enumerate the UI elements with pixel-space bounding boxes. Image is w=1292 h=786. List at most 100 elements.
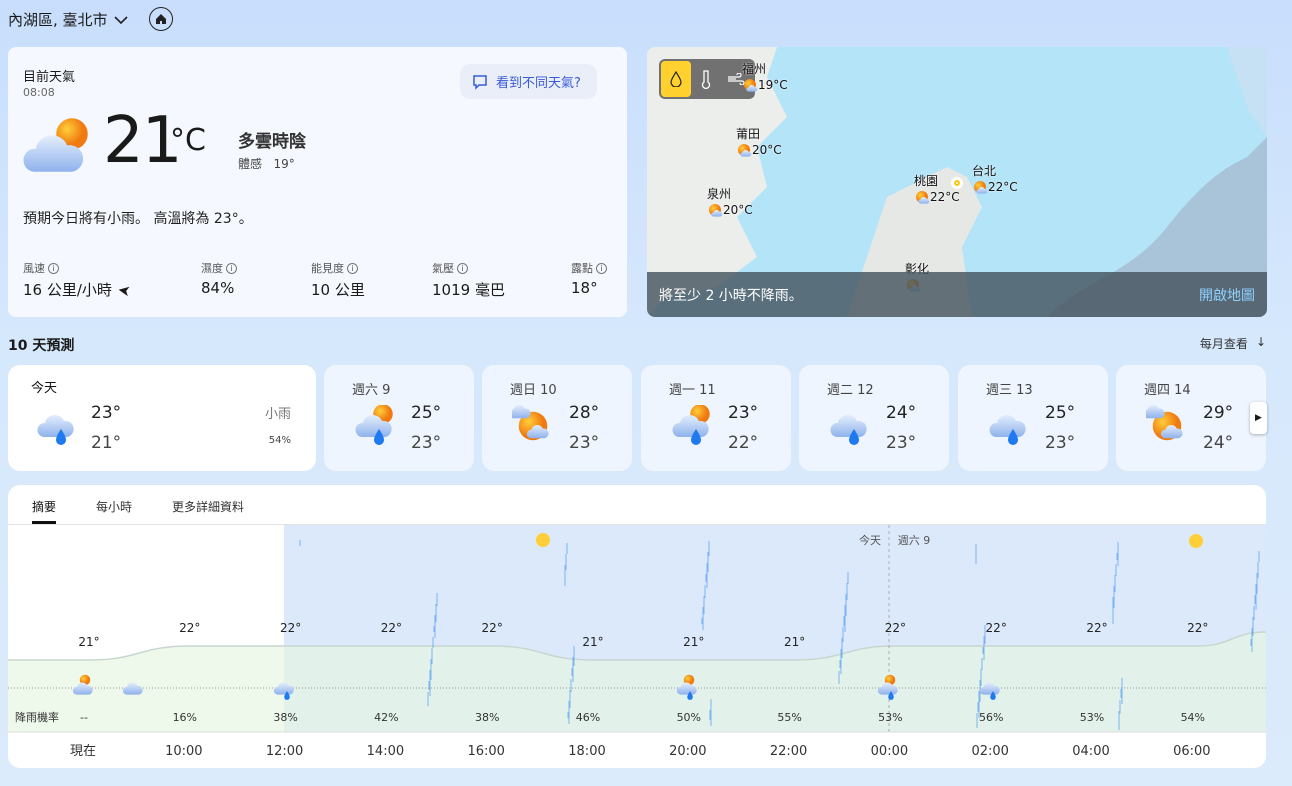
open-map-link[interactable]: 開啟地圖: [1199, 287, 1255, 304]
temp-unit[interactable]: °C: [170, 123, 206, 158]
chevron-right-icon: ▶: [1255, 413, 1262, 423]
detail-2: 能見度 i 10 公里: [311, 260, 365, 300]
precip-value: 38%: [475, 711, 499, 724]
weather-map[interactable]: 福州 19°C 莆田 20°C 泉州 20°C 桃園 22°C 台北 22°C 彰化 將至少 2 小…: [647, 47, 1267, 317]
day-name: 週二 12: [827, 383, 874, 398]
day-low: 24°: [1203, 433, 1234, 453]
detail-0: 風速 i 16 公里/小時 ➤: [23, 260, 132, 301]
detail-label: 濕度: [201, 262, 223, 275]
temperature-label: 22°: [179, 621, 200, 635]
detail-label: 風速: [23, 262, 45, 275]
day-card[interactable]: 週一 11 23° 22°: [641, 365, 791, 471]
day-card[interactable]: 週日 10 28° 23°: [482, 365, 632, 471]
day-precip: 54%: [268, 435, 291, 446]
home-icon: [156, 14, 166, 24]
current-title: 目前天氣: [23, 70, 76, 85]
precip-value: 53%: [1080, 711, 1104, 724]
day-card[interactable]: 週六 9 25° 23°: [324, 365, 474, 471]
precip-value: 50%: [677, 711, 701, 724]
hourly-summary-card: 摘要 每小時 更多詳細資料 今天 週六 9 21° 22° 22° 22° 22° 21° 21…: [8, 485, 1266, 768]
day-low: 23°: [886, 433, 917, 453]
home-button[interactable]: [149, 7, 173, 31]
feels-like-label: 體感: [238, 157, 263, 171]
wind-direction-icon: ➤: [116, 281, 132, 301]
map-city-label[interactable]: 台北 22°C: [972, 162, 1018, 195]
detail-value: 84%: [201, 279, 235, 297]
city-name: 泉州: [707, 187, 732, 201]
temperature-label: 22°: [885, 621, 906, 635]
temperature-layer-button[interactable]: [691, 61, 721, 97]
hourly-chart: 今天 週六 9 21° 22° 22° 22° 22° 21° 21° 21° 22° 22° 22° 2…: [8, 525, 1266, 759]
sun-rain-icon: [672, 405, 710, 445]
scroll-right-button[interactable]: ▶: [1250, 402, 1267, 434]
day-low: 21°: [91, 433, 122, 453]
chevron-down-icon: [113, 15, 128, 24]
precip-value: 16%: [173, 711, 197, 724]
tab-summary[interactable]: 摘要: [32, 500, 57, 514]
day-low: 23°: [411, 433, 442, 453]
time-label: 現在: [70, 744, 96, 759]
time-label: 06:00: [1173, 744, 1210, 759]
detail-value: 16 公里/小時: [23, 281, 112, 299]
city-temp: 22°C: [988, 180, 1018, 194]
day-card[interactable]: 週四 14 29° 24°: [1116, 365, 1266, 471]
location-name: 內湖區, 臺北市: [8, 11, 108, 29]
precip-value: 53%: [878, 711, 902, 724]
city-name: 台北: [972, 164, 997, 178]
precip-value: 56%: [979, 711, 1003, 724]
map-city-label[interactable]: 莆田 20°C: [736, 125, 782, 158]
weather-icon: [709, 204, 723, 217]
day-low: 23°: [1045, 433, 1076, 453]
day-name: 週四 14: [1144, 383, 1191, 398]
day-card[interactable]: 週二 12 24° 23°: [799, 365, 949, 471]
day-name: 週六 9: [352, 383, 391, 398]
temperature-label: 22°: [381, 621, 402, 635]
temperature-area: [8, 632, 1266, 732]
precipitation-layer-button[interactable]: [661, 61, 691, 97]
day-high: 28°: [569, 403, 600, 423]
weather-icon: [916, 191, 930, 204]
feedback-button[interactable]: 看到不同天氣?: [460, 64, 597, 99]
map-layer-toggle: [659, 59, 755, 99]
detail-label: 露點: [571, 262, 593, 275]
wind-layer-button[interactable]: [721, 61, 751, 97]
current-location-marker: [951, 177, 963, 189]
day-name: 週三 13: [986, 383, 1033, 398]
location-selector[interactable]: 內湖區, 臺北市: [8, 9, 128, 30]
daily-summary: 預期今日將有小雨。 高溫將為 23°。: [23, 211, 253, 227]
temperature-label: 22°: [280, 621, 301, 635]
feedback-label: 看到不同天氣?: [496, 76, 581, 91]
map-city-label[interactable]: 福州 19°C: [742, 60, 788, 93]
monthly-view-link[interactable]: 每月查看 ↓: [1200, 335, 1266, 352]
day-high: 24°: [886, 403, 917, 423]
info-icon[interactable]: i: [457, 262, 468, 274]
time-label: 12:00: [266, 744, 303, 759]
day-low: 22°: [728, 433, 759, 453]
info-icon[interactable]: i: [347, 262, 358, 274]
precip-value: 38%: [273, 711, 297, 724]
active-tab-indicator: [32, 521, 56, 524]
precip-value: --: [80, 711, 88, 724]
time-label: 22:00: [770, 744, 807, 759]
day-card[interactable]: 今天 23° 21° 小雨 54%: [8, 365, 316, 471]
temperature-label: 21°: [78, 635, 99, 649]
day-high: 29°: [1203, 403, 1234, 423]
info-icon[interactable]: i: [596, 262, 607, 274]
detail-value: 18°: [571, 279, 598, 297]
precip-value: 54%: [1181, 711, 1205, 724]
tab-divider: [8, 524, 1266, 525]
sun-rain-icon: [355, 405, 393, 445]
precip-label: 降雨機率: [15, 710, 59, 724]
info-icon[interactable]: i: [226, 262, 237, 274]
day-high: 25°: [411, 403, 442, 423]
tab-details[interactable]: 更多詳細資料: [172, 500, 245, 514]
temperature-label: 22°: [482, 621, 503, 635]
day-card[interactable]: 週三 13 25° 23°: [958, 365, 1108, 471]
map-city-label[interactable]: 泉州 20°C: [707, 185, 753, 218]
info-icon[interactable]: i: [48, 262, 59, 274]
condition: 多雲時陰: [238, 132, 306, 152]
rain-icon: [989, 414, 1026, 445]
map-city-label[interactable]: 桃園 22°C: [914, 172, 960, 205]
city-name: 福州: [742, 62, 767, 76]
tab-hourly[interactable]: 每小時: [96, 500, 133, 514]
